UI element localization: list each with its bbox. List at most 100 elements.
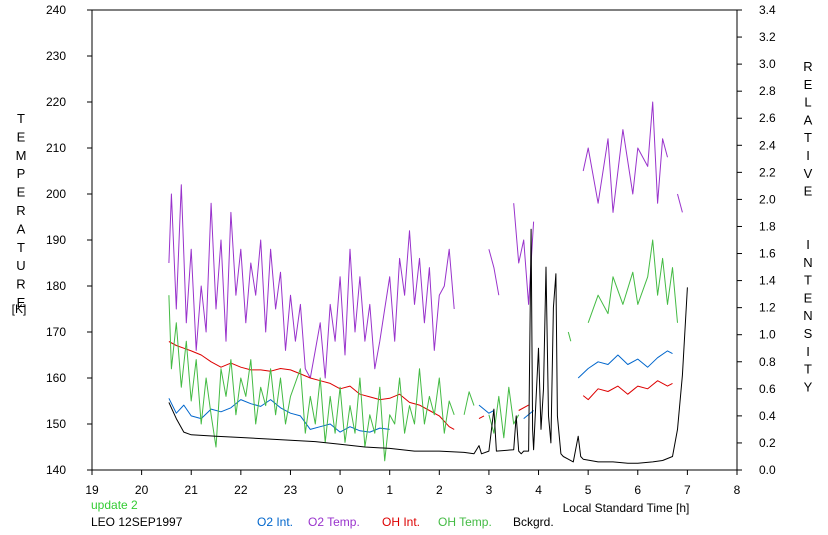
right-y-tick-label: 1.2 bbox=[759, 301, 776, 315]
series-oh-int bbox=[478, 415, 485, 420]
series-oh-temp bbox=[488, 386, 520, 439]
left-y-tick-label: 220 bbox=[46, 95, 66, 109]
right-y-tick-label: 2.0 bbox=[759, 192, 776, 206]
left-y-tick-label: 150 bbox=[46, 417, 66, 431]
series-o2-int bbox=[168, 398, 390, 433]
axis-title-letter: E bbox=[17, 295, 26, 310]
series-oh-temp bbox=[567, 331, 572, 342]
legend-item: OH Temp. bbox=[438, 515, 492, 529]
x-tick-label: 23 bbox=[284, 483, 298, 497]
axis-title-letter: V bbox=[804, 166, 813, 181]
right-y-tick-label: 1.4 bbox=[759, 274, 776, 288]
x-tick-label: 4 bbox=[535, 483, 542, 497]
right-y-tick-label: 3.4 bbox=[759, 3, 776, 17]
axis-title-letter: U bbox=[16, 258, 25, 273]
axis-title-letter: M bbox=[16, 148, 27, 163]
x-tick-label: 20 bbox=[135, 483, 149, 497]
right-y-tick-label: 0.4 bbox=[759, 409, 776, 423]
axis-title-letter: R bbox=[16, 203, 25, 218]
station-label: LEO 12SEP1997 bbox=[91, 515, 183, 529]
axis-title-letter: E bbox=[804, 184, 813, 199]
series-o2-int bbox=[577, 350, 673, 379]
x-tick-label: 22 bbox=[234, 483, 248, 497]
right-y-tick-label: 0.8 bbox=[759, 355, 776, 369]
axis-title-letter: L bbox=[804, 95, 811, 110]
series-oh-int bbox=[518, 404, 529, 411]
left-y-tick-label: 180 bbox=[46, 279, 66, 293]
series-o2-temp bbox=[488, 249, 500, 296]
left-y-tick-label: 190 bbox=[46, 233, 66, 247]
left-y-tick-label: 140 bbox=[46, 463, 66, 477]
legend: O2 Int. O2 Temp. OH Int. OH Temp. Bckgrd. bbox=[257, 515, 554, 529]
right-y-tick-label: 0.6 bbox=[759, 382, 776, 396]
axis-title-letter: T bbox=[804, 362, 812, 377]
axis-title-letter: E bbox=[804, 290, 813, 305]
axis-title-letter: R bbox=[16, 277, 25, 292]
right-y-tick-label: 3.2 bbox=[759, 30, 776, 44]
axis-title-letter: T bbox=[804, 130, 812, 145]
series-o2-int bbox=[478, 404, 495, 414]
series-oh-temp bbox=[463, 391, 475, 415]
series-oh-temp bbox=[587, 239, 678, 323]
right-y-tick-label: 3.0 bbox=[759, 57, 776, 71]
right-y-tick-label: 0.2 bbox=[759, 436, 776, 450]
axis-title-letter: Y bbox=[804, 379, 813, 394]
right-y-tick-label: 2.6 bbox=[759, 111, 776, 125]
plot-area bbox=[91, 9, 738, 471]
left-y-tick-label: 170 bbox=[46, 325, 66, 339]
axis-title-letter: S bbox=[804, 326, 813, 341]
right-y-tick-label: 0.0 bbox=[759, 463, 776, 477]
legend-item: Bckgrd. bbox=[513, 515, 554, 529]
legend-item: O2 Temp. bbox=[308, 515, 360, 529]
series-oh-temp bbox=[168, 295, 455, 462]
left-y-tick-label: 230 bbox=[46, 49, 66, 63]
right-y-tick-label: 2.8 bbox=[759, 84, 776, 98]
axis-title-letter: P bbox=[17, 166, 26, 181]
left-y-tick-label: 160 bbox=[46, 371, 66, 385]
right-y-tick-label: 1.6 bbox=[759, 247, 776, 261]
right-y-tick-label: 2.4 bbox=[759, 138, 776, 152]
left-y-tick-label: 240 bbox=[46, 3, 66, 17]
x-tick-label: 0 bbox=[337, 483, 344, 497]
x-tick-label: 2 bbox=[436, 483, 443, 497]
series-oh-int bbox=[168, 341, 455, 430]
axis-title-letter: T bbox=[804, 273, 812, 288]
axis-title-letter: T bbox=[17, 111, 25, 126]
series-bckgrd bbox=[168, 228, 688, 464]
left-y-axis: 140 150 160 170 180 190 200 210 220 230 240 bbox=[46, 3, 92, 477]
x-axis: 19 20 21 22 23 0 1 2 3 4 5 6 7 8 bbox=[85, 470, 741, 497]
update-note: update 2 bbox=[91, 498, 138, 512]
left-y-tick-label: 200 bbox=[46, 187, 66, 201]
x-tick-label: 1 bbox=[386, 483, 393, 497]
right-y-tick-label: 1.8 bbox=[759, 219, 776, 233]
x-tick-label: 5 bbox=[585, 483, 592, 497]
series-o2-temp bbox=[677, 193, 683, 213]
axis-title-letter: T bbox=[17, 240, 25, 255]
right-y-tick-label: 2.2 bbox=[759, 165, 776, 179]
legend-item: O2 Int. bbox=[257, 515, 293, 529]
axis-title-letter: E bbox=[804, 77, 813, 92]
left-y-tick-label: 210 bbox=[46, 141, 66, 155]
left-axis-unit: [K] bbox=[12, 302, 27, 316]
x-tick-label: 19 bbox=[85, 483, 99, 497]
axis-title-letter: E bbox=[17, 129, 26, 144]
x-tick-label: 3 bbox=[486, 483, 493, 497]
series-o2-temp bbox=[582, 101, 668, 213]
series-layer bbox=[168, 101, 688, 464]
legend-item: OH Int. bbox=[382, 515, 420, 529]
x-tick-label: 21 bbox=[185, 483, 199, 497]
axis-title-letter: E bbox=[17, 185, 26, 200]
axis-title-letter: I bbox=[806, 237, 810, 252]
axis-title-letter: I bbox=[806, 148, 810, 163]
axis-title-letter: A bbox=[804, 112, 813, 127]
axis-title-letter: A bbox=[17, 221, 26, 236]
series-oh-int bbox=[582, 380, 673, 401]
axis-title-letter: I bbox=[806, 344, 810, 359]
axis-title-letter: N bbox=[803, 255, 812, 270]
right-y-axis: 0.0 0.2 0.4 0.6 0.8 1.0 1.2 1.4 1.6 1.8 2.0 2.2 2.4 2… bbox=[737, 3, 776, 477]
x-axis-label: Local Standard Time [h] bbox=[563, 501, 690, 515]
right-y-tick-label: 1.0 bbox=[759, 328, 776, 342]
